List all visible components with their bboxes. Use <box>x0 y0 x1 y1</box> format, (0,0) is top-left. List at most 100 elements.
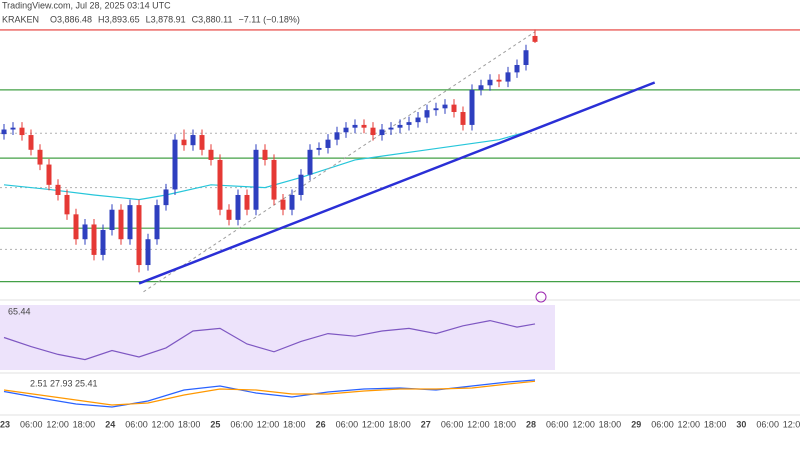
candle-body <box>10 127 16 130</box>
candle-body <box>496 79 502 82</box>
candle-body <box>325 139 331 148</box>
rsi-line <box>3 319 536 361</box>
candle-body <box>505 72 511 82</box>
candle-body <box>199 135 205 150</box>
candle-body <box>307 149 313 175</box>
candle-body <box>406 122 412 125</box>
x-tick-label: 26 <box>316 419 326 429</box>
candle-body <box>64 194 70 215</box>
candle-body <box>28 135 34 150</box>
candle-body <box>442 104 448 109</box>
candle-body <box>316 147 322 150</box>
candle-body <box>388 127 394 130</box>
candle-body <box>235 194 241 220</box>
x-tick-label: 24 <box>105 419 115 429</box>
candle-body <box>145 239 151 266</box>
candle-body <box>244 194 250 210</box>
x-tick-label: 12:00 <box>257 419 280 429</box>
x-tick-label: 28 <box>526 419 536 429</box>
candle-body <box>154 205 160 240</box>
x-tick-label: 23 <box>0 419 10 429</box>
candle-body <box>280 199 286 210</box>
ohlc-label: O3,886.48 <box>50 14 92 24</box>
source: TradingView.com, Jul 28, 2025 03:14 UTC <box>2 0 171 10</box>
candle-body <box>415 117 421 123</box>
candle-body <box>91 224 97 255</box>
candle-body <box>46 164 52 185</box>
candle-body <box>190 135 196 146</box>
candle-body <box>334 132 340 140</box>
candle-body <box>352 124 358 128</box>
candle-body <box>217 159 223 210</box>
candle-body <box>487 79 493 86</box>
macd-line <box>3 380 536 406</box>
candle-body <box>118 209 124 240</box>
x-tick-label: 18:00 <box>388 419 411 429</box>
candle-body <box>343 127 349 133</box>
candle-body <box>289 194 295 210</box>
x-tick-label: 18:00 <box>178 419 201 429</box>
candle-body <box>127 205 133 240</box>
candle-body <box>73 214 79 240</box>
rsi-value: 65.44 <box>8 306 31 316</box>
x-tick-label: 12:00 <box>362 419 385 429</box>
x-tick-label: 30 <box>736 419 746 429</box>
candle-body <box>379 129 385 136</box>
x-tick-label: 06:00 <box>441 419 464 429</box>
x-tick-label: 12:00 <box>152 419 175 429</box>
candle-body <box>136 205 142 266</box>
x-tick-label: 06:00 <box>546 419 569 429</box>
x-tick-label: 18:00 <box>73 419 96 429</box>
candle-body <box>262 149 268 160</box>
x-tick-label: 18:00 <box>599 419 622 429</box>
x-tick-label: 06:00 <box>651 419 674 429</box>
candle-body <box>82 224 88 240</box>
x-tick-label: 12:00 <box>572 419 595 429</box>
candle-body <box>514 64 520 73</box>
candle-body <box>397 124 403 128</box>
x-tick-label: 29 <box>631 419 641 429</box>
candle-body <box>433 108 439 111</box>
candle-body <box>163 189 169 206</box>
exchange: KRAKEN <box>2 14 39 24</box>
x-tick-label: 12:00 <box>467 419 490 429</box>
candle-body <box>298 174 304 195</box>
candle-body <box>469 89 475 125</box>
x-tick-label: 25 <box>210 419 220 429</box>
ohlc-label: C3,880.11 <box>192 14 233 24</box>
candle-body <box>361 124 367 128</box>
x-tick-label: 06:00 <box>125 419 148 429</box>
candle-body <box>451 104 457 113</box>
x-tick-label: 06:00 <box>756 419 779 429</box>
signal-value: 25.41 <box>75 378 98 388</box>
candle-body <box>532 35 538 42</box>
trendline <box>138 81 656 285</box>
candle-body <box>1 129 7 135</box>
alert-icon[interactable] <box>535 291 547 303</box>
x-tick-label: 18:00 <box>283 419 306 429</box>
candle-body <box>55 184 61 195</box>
candle-body <box>370 127 376 136</box>
channel-line <box>143 31 536 293</box>
candle-body <box>478 85 484 90</box>
moving-average <box>3 128 536 201</box>
candle-body <box>172 139 178 190</box>
candle-body <box>460 112 466 125</box>
x-tick-label: 12:00 <box>783 419 800 429</box>
rsi-band <box>0 305 555 370</box>
candle-body <box>37 149 43 165</box>
candle-body <box>271 159 277 200</box>
ohlc-label: H3,893.65 <box>98 14 140 24</box>
ohlc-label: −7.11 (−0.18%) <box>239 14 300 24</box>
x-tick-label: 06:00 <box>20 419 43 429</box>
x-tick-label: 12:00 <box>46 419 69 429</box>
x-tick-label: 18:00 <box>493 419 516 429</box>
candle-body <box>109 209 115 231</box>
ohlc-label: L3,878.91 <box>146 14 186 24</box>
macd-value: 27.93 <box>50 378 73 388</box>
candle-body <box>226 209 232 220</box>
candle-body <box>181 139 187 146</box>
candle-body <box>208 149 214 160</box>
